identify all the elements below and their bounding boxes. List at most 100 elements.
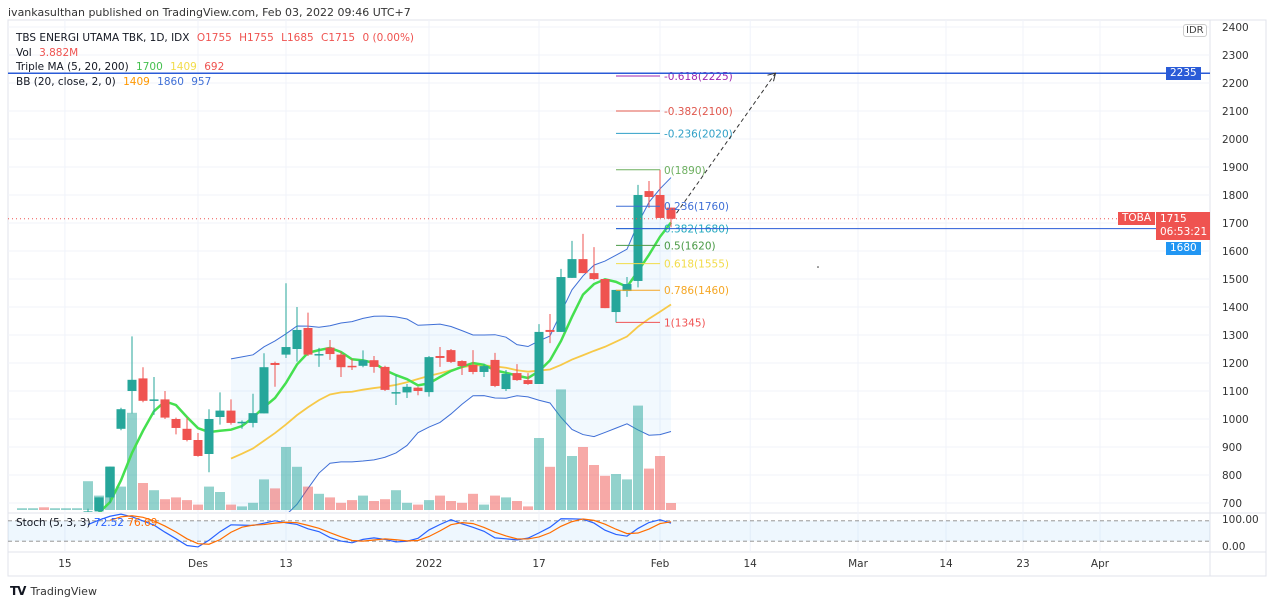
stoch-axis-bottom: 0.00 xyxy=(1222,541,1245,553)
volume-bar xyxy=(215,492,225,510)
volume-bar xyxy=(336,502,346,510)
price-tick-label: 1300 xyxy=(1222,330,1249,342)
projection-arrow-line[interactable] xyxy=(676,72,776,214)
triple-ma-legend[interactable]: Triple MA (5, 20, 200) 1700 1409 692 xyxy=(16,60,418,75)
footer-brand[interactable]: TradingView xyxy=(30,584,97,598)
price-tick-label: 1600 xyxy=(1222,246,1249,258)
candle xyxy=(468,350,478,375)
fib-level-label: 0.5(1620) xyxy=(664,240,716,252)
volume-bar xyxy=(622,479,632,510)
volume-bar xyxy=(457,502,467,510)
bb-lower-value: 957 xyxy=(191,75,212,88)
ohlc-low: L1685 xyxy=(281,32,314,44)
fib-level-label: 1(1345) xyxy=(664,317,706,329)
candle-body xyxy=(479,366,489,372)
volume-bar xyxy=(435,495,445,510)
volume-bar xyxy=(391,490,401,510)
volume-bar xyxy=(50,508,60,510)
stoch-axis-top: 100.00 xyxy=(1222,514,1259,526)
candle xyxy=(424,356,434,397)
candle xyxy=(314,347,324,367)
candle xyxy=(325,340,335,360)
volume-bar xyxy=(380,499,390,510)
candle-body xyxy=(666,207,676,219)
candle xyxy=(369,356,379,373)
candle-body xyxy=(424,357,434,393)
candle-body xyxy=(468,364,478,372)
candle-body xyxy=(369,360,379,367)
bb-upper-value: 1860 xyxy=(157,75,184,88)
candle xyxy=(391,375,401,405)
candle-body xyxy=(413,387,423,391)
candle-body xyxy=(204,419,214,454)
price-tick-label: 2100 xyxy=(1222,106,1249,118)
candle-body xyxy=(622,284,632,292)
candle-body xyxy=(578,259,588,274)
candle xyxy=(358,350,368,368)
bb-basis-value: 1409 xyxy=(123,75,150,88)
volume-bar xyxy=(72,508,82,510)
time-tick-label: 14 xyxy=(939,558,953,570)
volume-bar xyxy=(193,504,203,510)
bb-fill xyxy=(231,177,671,512)
volume-bar xyxy=(292,466,302,510)
fib-level-label: 0.236(1760) xyxy=(664,201,729,213)
candle-body xyxy=(193,440,203,456)
volume-bar xyxy=(237,506,247,510)
price-tick-label: 2400 xyxy=(1222,22,1249,34)
candle xyxy=(116,407,126,431)
volume-bar xyxy=(171,497,181,510)
stoch-k-value: 72.52 xyxy=(93,517,124,529)
volume-bar xyxy=(61,508,71,510)
candle xyxy=(292,307,302,362)
candle xyxy=(259,353,269,414)
candle xyxy=(270,361,280,387)
fib-level-label: 0(1890) xyxy=(664,165,706,177)
ma-label: Triple MA (5, 20, 200) xyxy=(16,61,129,73)
publish-info: ivankasulthan published on TradingView.c… xyxy=(8,6,411,19)
volume-bar xyxy=(523,506,533,510)
candle xyxy=(479,364,489,377)
candle xyxy=(281,283,291,358)
volume-bar xyxy=(534,438,544,510)
candle-body xyxy=(567,259,577,278)
ma1-value: 1700 xyxy=(136,61,163,73)
stoch-d-line xyxy=(109,515,672,545)
price-tick-label: 1500 xyxy=(1222,274,1249,286)
volume-bar xyxy=(589,465,599,510)
volume-bar xyxy=(28,508,38,510)
volume-bar xyxy=(479,504,489,510)
volume-bar xyxy=(325,497,335,510)
volume-bar xyxy=(303,486,313,510)
currency-badge[interactable]: IDR xyxy=(1183,24,1207,37)
candle-body xyxy=(446,350,456,362)
candle xyxy=(512,364,522,381)
candle-body xyxy=(182,428,192,440)
bar-countdown: 06:53:21 xyxy=(1160,226,1208,238)
bb-legend[interactable]: BB (20, close, 2, 0) 1409 1860 957 xyxy=(16,75,418,90)
volume-legend[interactable]: Vol 3.882M xyxy=(16,46,418,61)
volume-bar xyxy=(39,507,49,510)
price-tick-label: 1800 xyxy=(1222,190,1249,202)
candle xyxy=(226,399,236,425)
candle xyxy=(457,360,467,376)
volume-bar xyxy=(556,389,566,510)
time-tick-label: Des xyxy=(188,558,208,570)
candle xyxy=(248,393,258,428)
volume-bar xyxy=(512,501,522,510)
candle-body xyxy=(325,347,335,355)
candle-body xyxy=(490,359,500,386)
stoch-legend[interactable]: Stoch (5, 3, 3) 72.52 76.69 xyxy=(16,517,157,529)
tradingview-logo-icon[interactable]: TV xyxy=(10,584,27,598)
price-tick-label: 700 xyxy=(1222,498,1242,510)
volume-bar xyxy=(424,500,434,510)
candle xyxy=(435,347,445,367)
volume-bar xyxy=(446,501,456,510)
volume-bar xyxy=(655,456,665,510)
symbol-legend[interactable]: TBS ENERGI UTAMA TBK, 1D, IDX O1755 H175… xyxy=(16,31,418,46)
volume-bar xyxy=(358,495,368,510)
bb-label: BB (20, close, 2, 0) xyxy=(16,75,116,88)
price-tick-label: 1900 xyxy=(1222,162,1249,174)
candle-body xyxy=(512,373,522,381)
